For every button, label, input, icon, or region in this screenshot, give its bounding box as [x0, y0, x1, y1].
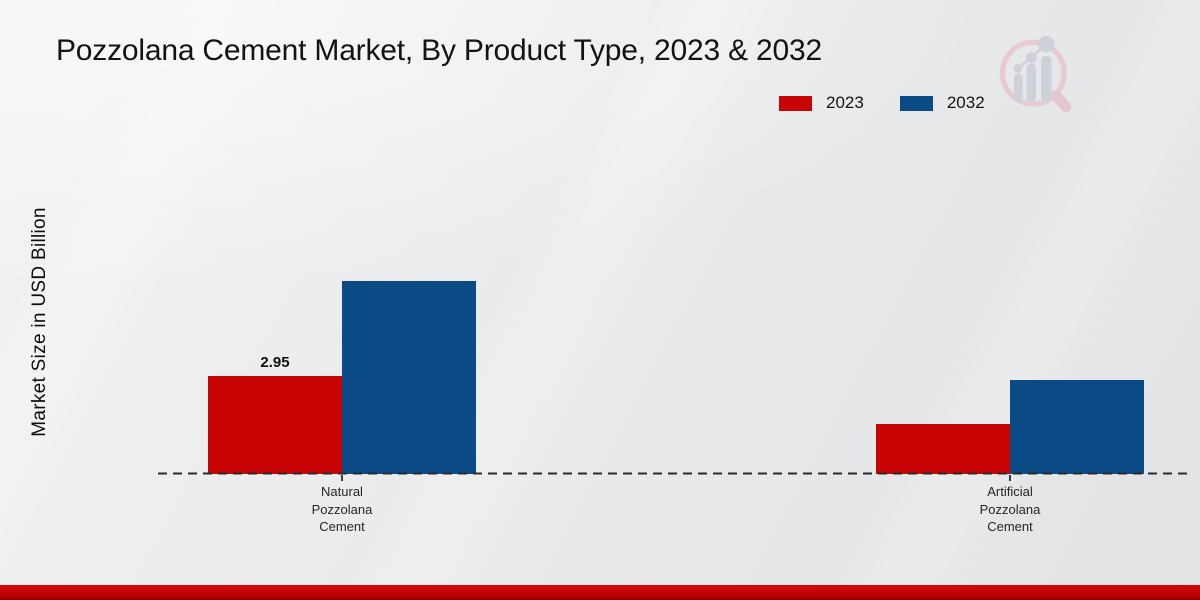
legend-swatch-icon	[899, 95, 933, 111]
legend-label: 2032	[946, 93, 985, 112]
x-axis-category-label: Natural Pozzolana Cement	[311, 484, 373, 534]
legend: 2023 2032	[779, 93, 985, 113]
legend-label: 2023	[826, 93, 864, 112]
magnifier-chart-logo-icon	[999, 35, 1072, 113]
bar-2032-artificial-pozzolana-cement	[1010, 380, 1144, 474]
legend-swatch-icon	[779, 95, 812, 111]
chart-title: Pozzolana Cement Market, By Product Type…	[56, 34, 822, 67]
bar-2032-natural-pozzolana-cement	[342, 281, 476, 474]
bar-2023-artificial-pozzolana-cement	[876, 424, 1010, 474]
footer-accent-bar	[0, 585, 1200, 600]
bar-2023-natural-pozzolana-cement	[208, 376, 342, 474]
x-axis-tick	[1009, 475, 1011, 481]
legend-item-2023: 2023	[779, 93, 864, 113]
x-axis-baseline	[158, 472, 1188, 475]
bar-value-label: 2.95	[260, 354, 290, 371]
legend-item-2032: 2032	[899, 93, 985, 113]
x-axis-category-label: Artificial Pozzolana Cement	[979, 484, 1041, 534]
x-axis-tick	[341, 475, 343, 481]
